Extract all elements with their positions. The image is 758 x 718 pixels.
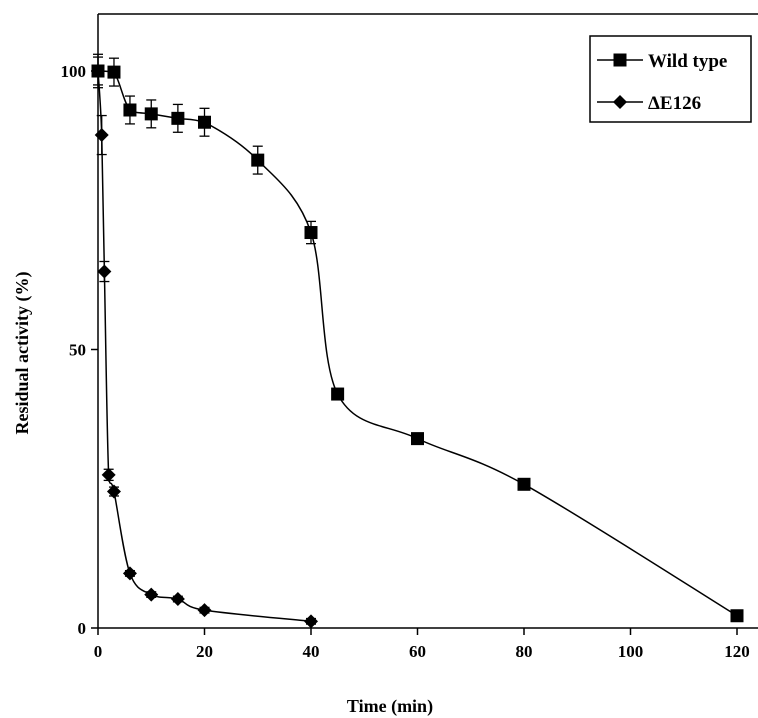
data-point-diamond — [122, 566, 137, 581]
legend-box — [589, 35, 752, 123]
x-tick-label: 60 — [409, 642, 426, 661]
legend: Wild type ΔE126 — [589, 35, 752, 123]
data-point-diamond — [144, 587, 159, 602]
series-line — [97, 70, 312, 623]
series-layer — [91, 53, 744, 629]
data-point-square — [144, 107, 158, 121]
data-point-diamond — [91, 64, 105, 78]
y-axis-ticks: 0 50 100 — [61, 62, 98, 638]
y-tick-label: 100 — [61, 62, 87, 81]
x-axis-title: Time (min) — [347, 696, 433, 717]
chart-axes — [97, 13, 758, 629]
data-point-diamond — [101, 467, 116, 482]
y-tick-label: 0 — [78, 619, 87, 638]
data-point-diamond — [197, 603, 212, 618]
data-point-diamond — [613, 95, 627, 109]
data-point-diamond — [304, 614, 318, 629]
data-point-square — [304, 226, 318, 240]
x-tick-label: 40 — [303, 642, 320, 661]
data-point-square — [411, 432, 424, 446]
data-point-square — [198, 115, 211, 129]
legend-entry: Wild type — [597, 51, 727, 72]
x-tick-label: 20 — [196, 642, 213, 661]
data-point-diamond — [94, 128, 109, 143]
data-point-square — [107, 65, 121, 79]
data-point-diamond — [106, 484, 121, 499]
data-point-square — [251, 153, 265, 167]
x-tick-label: 100 — [618, 642, 644, 661]
series-line — [97, 70, 738, 617]
legend-label: Wild type — [648, 51, 727, 72]
series-delta-e126 — [91, 53, 318, 629]
data-point-diamond — [97, 264, 112, 279]
data-point-square — [171, 111, 185, 125]
data-point-square — [331, 387, 345, 401]
x-axis-ticks: 0 20 40 60 80 100 120 — [94, 628, 750, 661]
x-tick-label: 0 — [94, 642, 103, 661]
data-point-square — [517, 477, 531, 491]
data-point-square — [730, 609, 744, 623]
y-tick-label: 50 — [69, 341, 86, 360]
x-tick-label: 120 — [724, 642, 750, 661]
series-wild-type — [91, 56, 744, 623]
legend-entry: ΔE126 — [597, 93, 701, 114]
data-point-diamond — [170, 592, 185, 607]
legend-label: ΔE126 — [648, 93, 701, 114]
y-axis-title: Residual activity (%) — [12, 272, 33, 435]
x-tick-label: 80 — [516, 642, 533, 661]
data-point-square — [613, 53, 627, 67]
data-point-square — [123, 103, 137, 117]
